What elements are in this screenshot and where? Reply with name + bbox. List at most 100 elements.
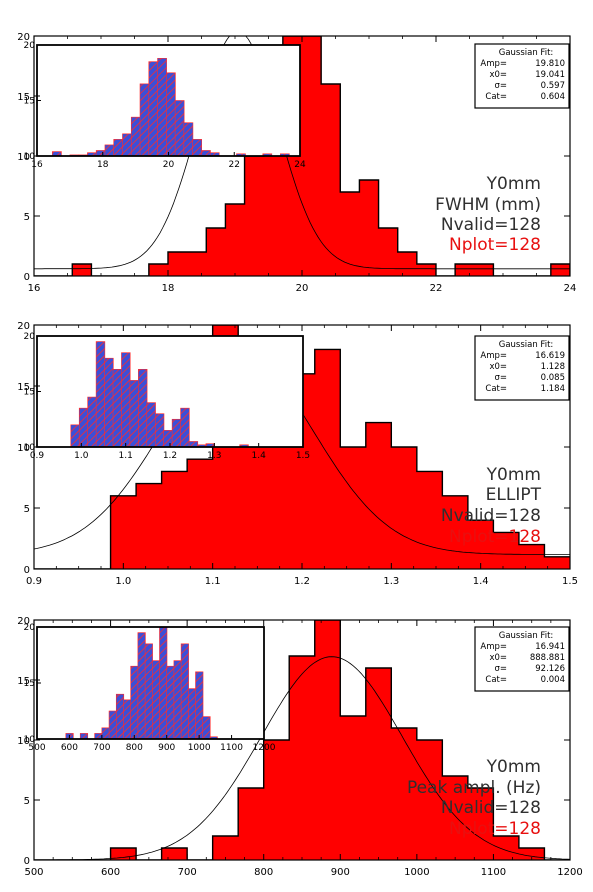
bar-fwhm-27 — [550, 264, 570, 276]
bar-peak-15 — [416, 740, 443, 860]
inset-bar-ellipt-11 — [129, 380, 139, 447]
bar-fwhm-10 — [225, 204, 246, 276]
bar-fwhm-9 — [206, 228, 226, 276]
panel-label-peak-0: Y0mm — [486, 757, 541, 777]
inset-xtick-label-ellipt-3: 1.2 — [163, 451, 177, 461]
xtick-label-peak-2: 700 — [178, 867, 197, 878]
ytick-label-ellipt-2: 10 — [17, 443, 30, 454]
inset-bar-peak-16 — [151, 660, 161, 739]
inset-xtick-label-ellipt-5: 1.4 — [252, 451, 267, 461]
bar-fwhm-18 — [378, 228, 399, 276]
panel-label-peak-1: Peak ampl. (Hz) — [407, 778, 541, 798]
fit-value-peak-1: 888.881 — [530, 653, 565, 663]
inset-bar-peak-23 — [202, 716, 211, 739]
xtick-label-fwhm-4: 24 — [564, 283, 577, 294]
fit-curve-peak — [34, 656, 570, 860]
xtick-label-ellipt-0: 0.9 — [26, 576, 42, 587]
bar-ellipt-6 — [187, 459, 214, 569]
inset-xtick-label-ellipt-2: 1.1 — [119, 451, 133, 461]
panel-label-ellipt-2: Nvalid=128 — [441, 506, 541, 526]
panel-ellipt: 0.9 1.0 1.1 1.2 1.3 1.4 1.5 10 15 20 0.9 1.0 1.1 1.2 1… — [17, 321, 578, 587]
fit-title-ellipt: Gaussian Fit: — [499, 340, 554, 350]
xtick-label-peak-3: 800 — [254, 867, 273, 878]
inset-xtick-label-peak-3: 800 — [126, 743, 143, 753]
bar-peak-8 — [238, 788, 265, 860]
ytick-label-ellipt-1: 5 — [24, 504, 30, 515]
bar-ellipt-3 — [110, 495, 137, 569]
fit-title-fwhm: Gaussian Fit: — [499, 48, 554, 58]
ytick-label-fwhm-3: 15 — [17, 92, 30, 103]
xtick-label-ellipt-5: 1.4 — [473, 576, 489, 587]
bar-ellipt-18 — [493, 532, 520, 569]
bar-ellipt-19 — [518, 544, 545, 569]
inset-bar-ellipt-16 — [171, 418, 182, 447]
inset-bar-peak-19 — [173, 660, 182, 739]
inset-ytick-label-peak-1: 15 — [24, 679, 35, 689]
fit-value-ellipt-0: 16.619 — [535, 351, 565, 361]
fit-label-peak-0: Amp= — [480, 642, 507, 652]
inset-xtick-label-fwhm-1: 18 — [97, 160, 109, 170]
fit-value-peak-0: 16.941 — [535, 642, 565, 652]
fit-label-ellipt-3: Cat= — [485, 384, 507, 394]
inset-bar-ellipt-6 — [87, 396, 97, 447]
ytick-label-ellipt-3: 15 — [17, 382, 30, 393]
inset-bar-peak-18 — [166, 665, 175, 739]
bar-fwhm-20 — [416, 264, 437, 276]
ytick-label-fwhm-4: 20 — [17, 32, 30, 43]
fit-label-peak-3: Cat= — [485, 675, 507, 685]
inset-bar-fwhm-17 — [192, 139, 202, 156]
inset-bar-fwhm-13 — [157, 58, 167, 156]
inset-bar-peak-24 — [209, 736, 218, 739]
bar-fwhm-15 — [321, 84, 341, 276]
inset-bar-fwhm-9 — [122, 133, 132, 156]
inset-bar-ellipt-17 — [180, 407, 190, 447]
ytick-label-peak-3: 15 — [17, 676, 30, 687]
inset-bar-peak-21 — [188, 688, 197, 739]
inset-xtick-label-fwhm-2: 20 — [163, 160, 175, 170]
inset-bar-fwhm-7 — [104, 144, 115, 156]
panel-label-peak-2: Nvalid=128 — [441, 798, 541, 818]
panel-fwhm: 16 18 20 22 24 10 15 20 16 18 20 22 24 0 5 10 15 20 Gaussi… — [17, 32, 577, 294]
xtick-label-peak-6: 1100 — [481, 867, 506, 878]
inset-bar-ellipt-14 — [154, 413, 165, 447]
inset-bar-ellipt-8 — [104, 357, 114, 447]
xtick-label-ellipt-6: 1.5 — [562, 576, 578, 587]
inset-ytick-label-fwhm-0: 10 — [24, 152, 36, 162]
bar-peak-14 — [391, 728, 418, 860]
inset-xtick-label-fwhm-3: 22 — [229, 160, 240, 170]
fit-label-fwhm-0: Amp= — [480, 59, 507, 69]
inset-histogram-ellipt — [70, 341, 249, 447]
fit-value-ellipt-3: 1.184 — [541, 384, 565, 394]
ytick-label-peak-4: 20 — [17, 616, 30, 627]
bar-peak-5 — [161, 848, 188, 860]
xtick-label-ellipt-2: 1.1 — [205, 576, 221, 587]
inset-histogram-fwhm — [52, 58, 290, 156]
xtick-label-fwhm-1: 18 — [162, 283, 175, 294]
fit-value-fwhm-3: 0.604 — [541, 92, 565, 102]
bar-peak-18 — [493, 836, 520, 860]
inset-bar-peak-11 — [115, 693, 125, 739]
fit-value-peak-3: 0.004 — [541, 675, 565, 685]
bar-peak-16 — [442, 776, 469, 860]
panel-label-ellipt-1: ELLIPT — [486, 485, 542, 505]
xtick-label-ellipt-4: 1.3 — [383, 576, 399, 587]
bar-fwhm-7 — [167, 252, 188, 276]
bar-ellipt-20 — [544, 556, 570, 569]
inset-bar-fwhm-10 — [130, 116, 141, 156]
fit-curve-fwhm — [34, 36, 570, 270]
inset-bar-ellipt-13 — [146, 402, 156, 447]
bar-ellipt-16 — [442, 495, 469, 569]
panel-label-fwhm-1: FWHM (mm) — [435, 195, 541, 215]
bar-peak-13 — [365, 668, 392, 860]
inset-bar-ellipt-9 — [112, 368, 123, 447]
bar-fwhm-16 — [340, 192, 360, 276]
bar-peak-17 — [467, 788, 494, 860]
fit-value-ellipt-2: 0.085 — [541, 373, 565, 383]
fit-label-fwhm-2: σ= — [494, 81, 507, 91]
inset-ytick-label-peak-0: 10 — [24, 735, 36, 745]
inset-bar-fwhm-8 — [113, 139, 124, 156]
inset-bar-ellipt-7 — [95, 341, 106, 447]
fit-label-peak-2: σ= — [494, 664, 507, 674]
